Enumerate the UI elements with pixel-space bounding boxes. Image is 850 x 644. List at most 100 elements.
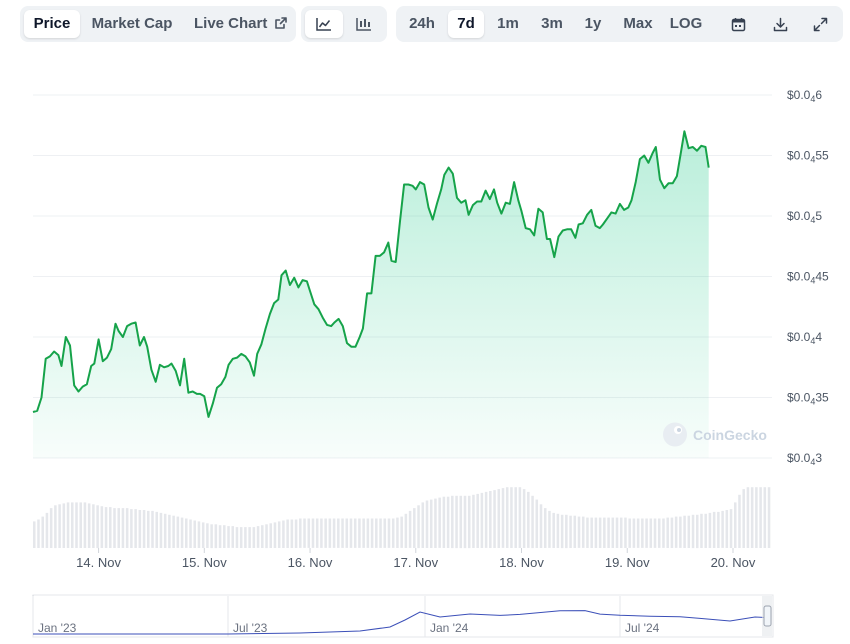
volume-bar bbox=[497, 489, 501, 548]
volume-bar bbox=[417, 505, 420, 549]
volume-bar bbox=[733, 502, 737, 548]
volume-bar bbox=[446, 496, 450, 548]
volume-bar bbox=[480, 492, 484, 548]
volume-bar bbox=[176, 516, 180, 548]
volume-bar bbox=[755, 487, 758, 548]
volume-bar bbox=[353, 518, 357, 548]
volume-bar bbox=[636, 518, 640, 548]
download-button[interactable] bbox=[762, 10, 798, 38]
y-tick-zero-count: 4 bbox=[810, 94, 815, 104]
y-tick-prefix: $0.0 bbox=[787, 391, 811, 405]
volume-bar bbox=[476, 493, 479, 548]
volume-bar bbox=[172, 515, 175, 548]
y-tick-label: $0.046 bbox=[787, 88, 822, 104]
volume-bar bbox=[518, 487, 522, 548]
navigator-label: Jan '24 bbox=[430, 621, 469, 635]
volume-bar bbox=[556, 513, 560, 548]
volume-bar bbox=[206, 523, 209, 548]
calendar-button[interactable] bbox=[720, 10, 756, 38]
volume-bar bbox=[514, 487, 517, 548]
volume-bar bbox=[535, 499, 539, 548]
volume-bar bbox=[704, 513, 707, 548]
external-link-icon bbox=[274, 16, 287, 29]
y-tick-digits: 6 bbox=[815, 88, 822, 102]
volume-bar bbox=[113, 508, 116, 548]
volume-bar bbox=[662, 518, 665, 548]
volume-bar bbox=[746, 487, 750, 548]
navigator-handle[interactable] bbox=[763, 605, 772, 627]
tab-market-cap[interactable]: Market Cap bbox=[91, 15, 173, 32]
candlestick-view-button[interactable] bbox=[345, 10, 383, 38]
volume-bar bbox=[505, 487, 509, 548]
volume-bar bbox=[670, 517, 674, 548]
volume-bar bbox=[261, 525, 264, 548]
volume-bar bbox=[75, 502, 78, 548]
volume-bar bbox=[586, 517, 589, 548]
y-tick-label: $0.0435 bbox=[787, 391, 829, 407]
volume-bar bbox=[560, 514, 564, 549]
volume-bar bbox=[552, 512, 555, 548]
range-3m-button[interactable]: 3m bbox=[541, 15, 563, 32]
range-max-button[interactable]: Max bbox=[623, 15, 653, 32]
volume-bar bbox=[729, 509, 733, 548]
volume-bar bbox=[370, 518, 374, 548]
range-1y-button[interactable]: 1y bbox=[584, 15, 602, 32]
range-7d-button[interactable]: 7d bbox=[448, 10, 484, 38]
volume-bar bbox=[527, 491, 530, 548]
volume-bar bbox=[543, 508, 547, 548]
log-scale-button[interactable]: LOG bbox=[669, 15, 703, 32]
y-tick-prefix: $0.0 bbox=[787, 270, 811, 284]
volume-bar bbox=[231, 526, 234, 548]
range-navigator[interactable]: Jan '23 Jul '23 Jan '24 Jul '24 bbox=[32, 594, 774, 638]
y-tick-digits: 4 bbox=[815, 330, 822, 344]
navigator-line bbox=[33, 610, 771, 635]
volume-bar bbox=[311, 518, 315, 548]
line-chart-icon bbox=[316, 18, 331, 31]
volume-bar bbox=[463, 495, 467, 549]
volume-bar bbox=[451, 495, 454, 549]
volume-bar bbox=[303, 518, 306, 548]
volume-bar bbox=[362, 518, 365, 548]
y-tick-zero-count: 4 bbox=[810, 336, 815, 346]
volume-bar bbox=[455, 495, 458, 549]
volume-bar bbox=[138, 510, 142, 548]
y-tick-prefix: $0.0 bbox=[787, 209, 811, 223]
volume-bar bbox=[383, 518, 387, 548]
volume-bar bbox=[759, 487, 762, 548]
volume-bar bbox=[531, 495, 534, 549]
volume-bar bbox=[695, 514, 699, 549]
navigator-label: Jul '23 bbox=[233, 621, 268, 635]
range-1m-button[interactable]: 1m bbox=[497, 15, 519, 32]
tab-live-chart[interactable]: Live Chart bbox=[184, 10, 292, 38]
volume-bar bbox=[712, 511, 716, 548]
tab-price[interactable]: Price bbox=[24, 10, 80, 38]
volume-bar bbox=[619, 517, 623, 548]
volume-bar bbox=[708, 512, 712, 548]
volume-bar bbox=[725, 510, 729, 548]
tab-live-chart-label: Live Chart bbox=[194, 15, 268, 32]
volume-bar bbox=[615, 517, 619, 548]
volume-bar bbox=[214, 524, 218, 549]
y-tick-label: $0.0455 bbox=[787, 149, 829, 165]
volume-bar bbox=[87, 503, 91, 548]
volume-bar bbox=[269, 523, 273, 548]
volume-bar bbox=[425, 500, 429, 548]
volume-bar bbox=[168, 514, 171, 549]
volume-bar bbox=[66, 502, 70, 548]
volume-bar bbox=[320, 518, 323, 548]
volume-bar bbox=[628, 518, 631, 548]
y-tick-digits: 3 bbox=[815, 451, 822, 465]
volume-bar bbox=[467, 495, 471, 549]
coingecko-logo-icon bbox=[663, 422, 687, 447]
volume-bar bbox=[674, 516, 678, 548]
volume-bar bbox=[539, 504, 543, 548]
range-24h-button[interactable]: 24h bbox=[409, 15, 435, 32]
volume-bar bbox=[358, 518, 361, 548]
volume-bar bbox=[252, 527, 256, 548]
fullscreen-button[interactable] bbox=[802, 10, 838, 38]
volume-bars bbox=[33, 487, 771, 549]
download-icon bbox=[773, 17, 787, 31]
line-view-button[interactable] bbox=[305, 10, 343, 38]
volume-bar bbox=[100, 506, 104, 548]
price-line bbox=[32, 130, 710, 418]
